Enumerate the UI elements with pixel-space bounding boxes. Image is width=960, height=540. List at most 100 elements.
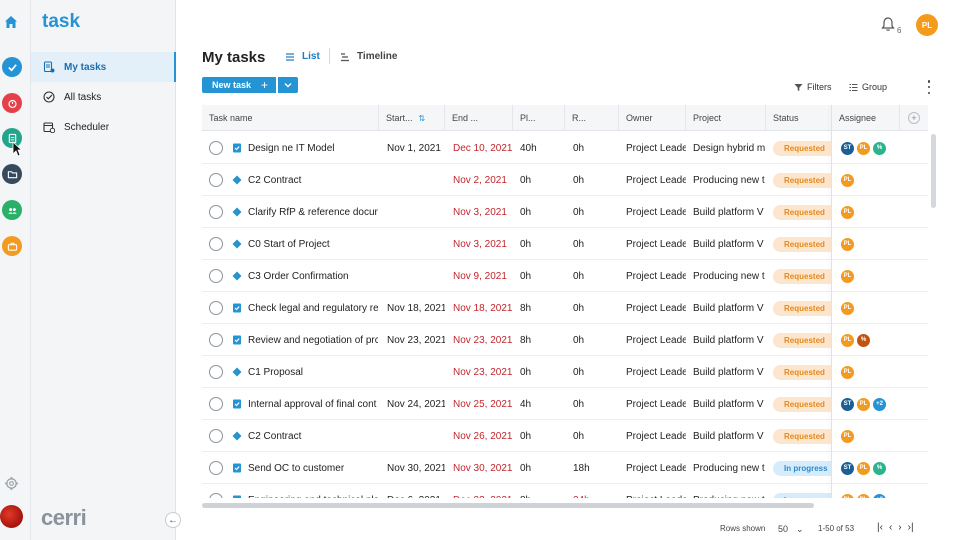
status-cell[interactable]: Requested xyxy=(773,420,831,452)
notes-app-icon[interactable] xyxy=(2,128,22,148)
filters-button[interactable]: Filters xyxy=(794,82,832,92)
status-cell[interactable]: Requested xyxy=(773,196,831,228)
rows-per-page-select[interactable]: 50 xyxy=(778,524,789,534)
table-row[interactable]: Internal approval of final cont Nov 24, 2… xyxy=(202,388,928,420)
assignee-cell[interactable]: PL xyxy=(840,196,920,228)
status-cell[interactable]: Requested xyxy=(773,292,831,324)
table-row[interactable]: Send OC to customer Nov 30, 2021 Nov 30, 2… xyxy=(202,452,928,484)
status-cell[interactable]: In progress xyxy=(773,484,831,498)
status-cell[interactable]: Requested xyxy=(773,388,831,420)
status-cell[interactable]: Requested xyxy=(773,132,831,164)
new-task-dropdown-button[interactable] xyxy=(278,77,299,93)
user-avatar[interactable]: PL xyxy=(916,14,938,36)
task-name-cell[interactable]: C1 Proposal xyxy=(232,356,378,388)
complete-checkbox[interactable] xyxy=(209,269,223,283)
vertical-scrollbar[interactable] xyxy=(931,134,936,208)
task-name-cell[interactable]: C0 Start of Project xyxy=(232,228,378,260)
home-icon[interactable] xyxy=(4,15,18,29)
column-header-project[interactable]: Project xyxy=(686,105,766,131)
status-cell[interactable]: Requested xyxy=(773,164,831,196)
column-header-task-name[interactable]: Task name xyxy=(202,105,379,131)
task-name-cell[interactable]: Send OC to customer xyxy=(232,452,378,484)
assignee-cell[interactable]: PL xyxy=(840,260,920,292)
assignee-cell[interactable]: PL xyxy=(840,420,920,452)
task-name-cell[interactable]: Clarify RfP & reference docum xyxy=(232,196,378,228)
complete-checkbox[interactable] xyxy=(209,173,223,187)
assignee-cell[interactable]: PL xyxy=(840,356,920,388)
column-header-assignee[interactable]: Assignee xyxy=(832,105,900,131)
column-header-status[interactable]: Status xyxy=(766,105,832,131)
profile-avatar[interactable] xyxy=(0,505,23,528)
collapse-sidebar-button[interactable]: ← xyxy=(165,512,181,528)
complete-checkbox[interactable] xyxy=(209,365,223,379)
assignee-cell[interactable]: PLPL+2 xyxy=(840,484,920,498)
gear-icon[interactable] xyxy=(4,476,19,491)
tab-list[interactable]: List xyxy=(285,51,320,62)
status-cell[interactable]: Requested xyxy=(773,260,831,292)
first-page-icon[interactable]: |‹ xyxy=(877,522,883,533)
timer-app-icon[interactable] xyxy=(2,93,22,113)
table-row[interactable]: C2 Contract Nov 26, 2021 0h 0h Project Leade… xyxy=(202,420,928,452)
add-column-button[interactable]: + xyxy=(908,112,920,124)
complete-checkbox[interactable] xyxy=(209,141,223,155)
notification-bell-icon[interactable] xyxy=(880,16,896,32)
column-header-owner[interactable]: Owner xyxy=(619,105,686,131)
sidebar-item-all-tasks[interactable]: All tasks xyxy=(31,82,176,112)
table-row[interactable]: Review and negotiation of prc Nov 23, 202… xyxy=(202,324,928,356)
horizontal-scrollbar[interactable] xyxy=(202,503,814,508)
group-button[interactable]: Group xyxy=(849,82,887,92)
next-page-icon[interactable]: › xyxy=(898,522,902,533)
status-cell[interactable]: Requested xyxy=(773,228,831,260)
complete-checkbox[interactable] xyxy=(209,493,223,498)
complete-checkbox[interactable] xyxy=(209,301,223,315)
task-name-cell[interactable]: Internal approval of final cont xyxy=(232,388,378,420)
assignee-cell[interactable]: ST PL% xyxy=(840,132,920,164)
assignee-cell[interactable]: PL xyxy=(840,228,920,260)
complete-checkbox[interactable] xyxy=(209,397,223,411)
more-options-icon[interactable] xyxy=(925,80,933,94)
status-cell[interactable]: Requested xyxy=(773,324,831,356)
chevron-down-icon[interactable]: ⌄ xyxy=(796,524,804,534)
status-cell[interactable]: In progress xyxy=(773,452,831,484)
table-row[interactable]: Clarify RfP & reference docum Nov 3, 2021… xyxy=(202,196,928,228)
status-cell[interactable]: Requested xyxy=(773,356,831,388)
complete-checkbox[interactable] xyxy=(209,205,223,219)
task-name-cell[interactable]: Engineering and technical pla xyxy=(232,484,378,498)
complete-checkbox[interactable] xyxy=(209,461,223,475)
table-row[interactable]: Engineering and technical pla Dec 6, 2021… xyxy=(202,484,928,498)
tab-timeline[interactable]: Timeline xyxy=(340,51,397,62)
complete-checkbox[interactable] xyxy=(209,429,223,443)
table-row[interactable]: Design ne IT Model Nov 1, 2021 Dec 10, 202… xyxy=(202,132,928,164)
column-header-remaining[interactable]: R... xyxy=(565,105,619,131)
assignee-cell[interactable]: ST PL +2 xyxy=(840,388,920,420)
column-header-planned[interactable]: Pl... xyxy=(513,105,565,131)
assignee-cell[interactable]: PL xyxy=(840,164,920,196)
complete-checkbox[interactable] xyxy=(209,237,223,251)
column-header-end[interactable]: End ... xyxy=(445,105,513,131)
table-row[interactable]: C1 Proposal Nov 23, 2021 0h 0h Project Leade… xyxy=(202,356,928,388)
table-row[interactable]: C2 Contract Nov 2, 2021 0h 0h Project Leade P… xyxy=(202,164,928,196)
folder-app-icon[interactable] xyxy=(2,164,22,184)
table-row[interactable]: Check legal and regulatory rec Nov 18, 20… xyxy=(202,292,928,324)
table-row[interactable]: C0 Start of Project Nov 3, 2021 0h 0h Projec… xyxy=(202,228,928,260)
briefcase-app-icon[interactable] xyxy=(2,236,22,256)
sidebar-item-scheduler[interactable]: Scheduler xyxy=(31,112,176,142)
table-row[interactable]: C3 Order Confirmation Nov 9, 2021 0h 0h Proj… xyxy=(202,260,928,292)
task-name-cell[interactable]: C3 Order Confirmation xyxy=(232,260,378,292)
task-name-cell[interactable]: Check legal and regulatory rec xyxy=(232,292,378,324)
tasks-app-icon[interactable] xyxy=(2,57,22,77)
prev-page-icon[interactable]: ‹ xyxy=(888,522,893,533)
assignee-cell[interactable]: PL% xyxy=(840,324,920,356)
new-task-button[interactable]: New task + xyxy=(202,77,277,93)
last-page-icon[interactable]: ›| xyxy=(907,522,914,533)
team-app-icon[interactable] xyxy=(2,200,22,220)
complete-checkbox[interactable] xyxy=(209,333,223,347)
task-name-cell[interactable]: Design ne IT Model xyxy=(232,132,378,164)
assignee-cell[interactable]: PL xyxy=(840,292,920,324)
task-name-cell[interactable]: C2 Contract xyxy=(232,164,378,196)
sidebar-item-my-tasks[interactable]: My tasks xyxy=(31,52,176,82)
task-name-cell[interactable]: Review and negotiation of prc xyxy=(232,324,378,356)
assignee-cell[interactable]: ST PL% xyxy=(840,452,920,484)
task-name-cell[interactable]: C2 Contract xyxy=(232,420,378,452)
column-header-start[interactable]: Start... ⇅ xyxy=(379,105,445,131)
